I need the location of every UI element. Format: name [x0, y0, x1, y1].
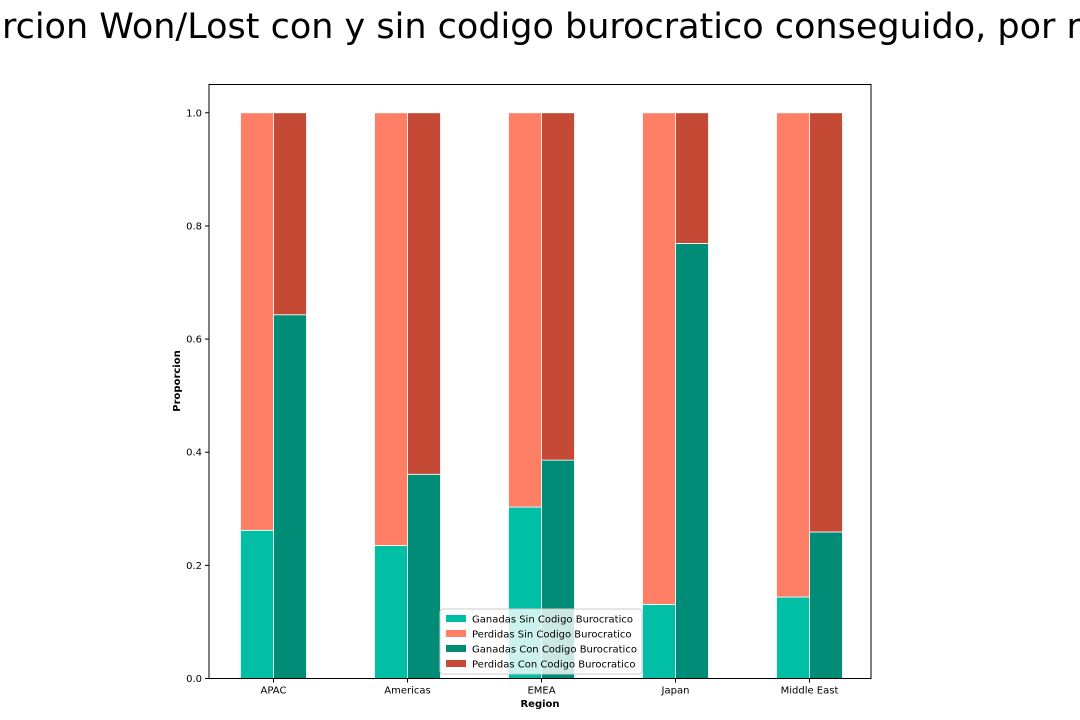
- plot-frame: [208, 84, 872, 679]
- bar-ganadas-con-codigo-burocratico-middle-east: [809, 531, 843, 679]
- legend-swatch: [446, 630, 466, 637]
- bar-perdidas-con-codigo-burocratico-americas: [407, 112, 441, 475]
- bar-perdidas-sin-codigo-burocratico-japan: [642, 112, 676, 605]
- y-axis-label: Proporcion: [172, 350, 183, 411]
- bar-ganadas-sin-codigo-burocratico-japan: [642, 603, 676, 679]
- y-tick-label: 0.4: [186, 448, 202, 459]
- x-tick-label: APAC: [261, 686, 287, 697]
- y-tick-label: 0.0: [186, 674, 202, 685]
- legend-box: [439, 608, 643, 675]
- bar-perdidas-con-codigo-burocratico-apac: [273, 112, 307, 316]
- x-tick-label: Americas: [384, 686, 430, 697]
- y-tick-label: 0.6: [186, 335, 202, 346]
- legend: Ganadas Sin Codigo Burocratico Perdidas S…: [439, 608, 643, 675]
- bar-perdidas-con-codigo-burocratico-japan: [675, 112, 709, 244]
- bar-perdidas-sin-codigo-burocratico-middle-east: [776, 112, 810, 598]
- bar-perdidas-sin-codigo-burocratico-americas: [374, 112, 408, 546]
- legend-label: Perdidas Sin Codigo Burocratico: [472, 630, 632, 641]
- x-tick-label: EMEA: [527, 686, 555, 697]
- y-tick-label: 0.2: [186, 561, 202, 572]
- legend-label: Ganadas Con Codigo Burocratico: [472, 645, 637, 656]
- legend-swatch: [446, 660, 466, 667]
- bar-ganadas-con-codigo-burocratico-japan: [675, 243, 709, 679]
- bar-perdidas-sin-codigo-burocratico-emea: [508, 112, 542, 508]
- x-tick-label: Japan: [661, 686, 690, 697]
- legend-label: Ganadas Sin Codigo Burocratico: [472, 615, 633, 626]
- bar-perdidas-con-codigo-burocratico-middle-east: [809, 112, 843, 533]
- bar-ganadas-con-codigo-burocratico-americas: [407, 473, 441, 679]
- y-tick-label: 1.0: [186, 108, 202, 119]
- legend-swatch: [446, 645, 466, 652]
- x-axis-label: Region: [520, 699, 559, 710]
- bar-ganadas-con-codigo-burocratico-apac: [273, 314, 307, 679]
- y-axis: 0.0 0.2 0.4 0.6 0.8 1.0: [186, 108, 209, 685]
- bar-ganadas-sin-codigo-burocratico-apac: [240, 529, 274, 679]
- legend-label: Perdidas Con Codigo Burocratico: [472, 660, 636, 671]
- bar-ganadas-sin-codigo-burocratico-middle-east: [776, 596, 810, 679]
- chart-title: Proporcion Won/Lost con y sin codigo bur…: [0, 7, 1080, 47]
- x-tick-label: Middle East: [781, 686, 839, 697]
- bars-layer: [240, 112, 843, 679]
- bar-perdidas-sin-codigo-burocratico-apac: [240, 112, 274, 531]
- y-tick-label: 0.8: [186, 221, 202, 232]
- bar-ganadas-sin-codigo-burocratico-americas: [374, 545, 408, 679]
- x-axis: APAC Americas EMEA Japan Middle East: [261, 678, 839, 697]
- legend-swatch: [446, 615, 466, 622]
- bar-perdidas-con-codigo-burocratico-emea: [541, 112, 575, 461]
